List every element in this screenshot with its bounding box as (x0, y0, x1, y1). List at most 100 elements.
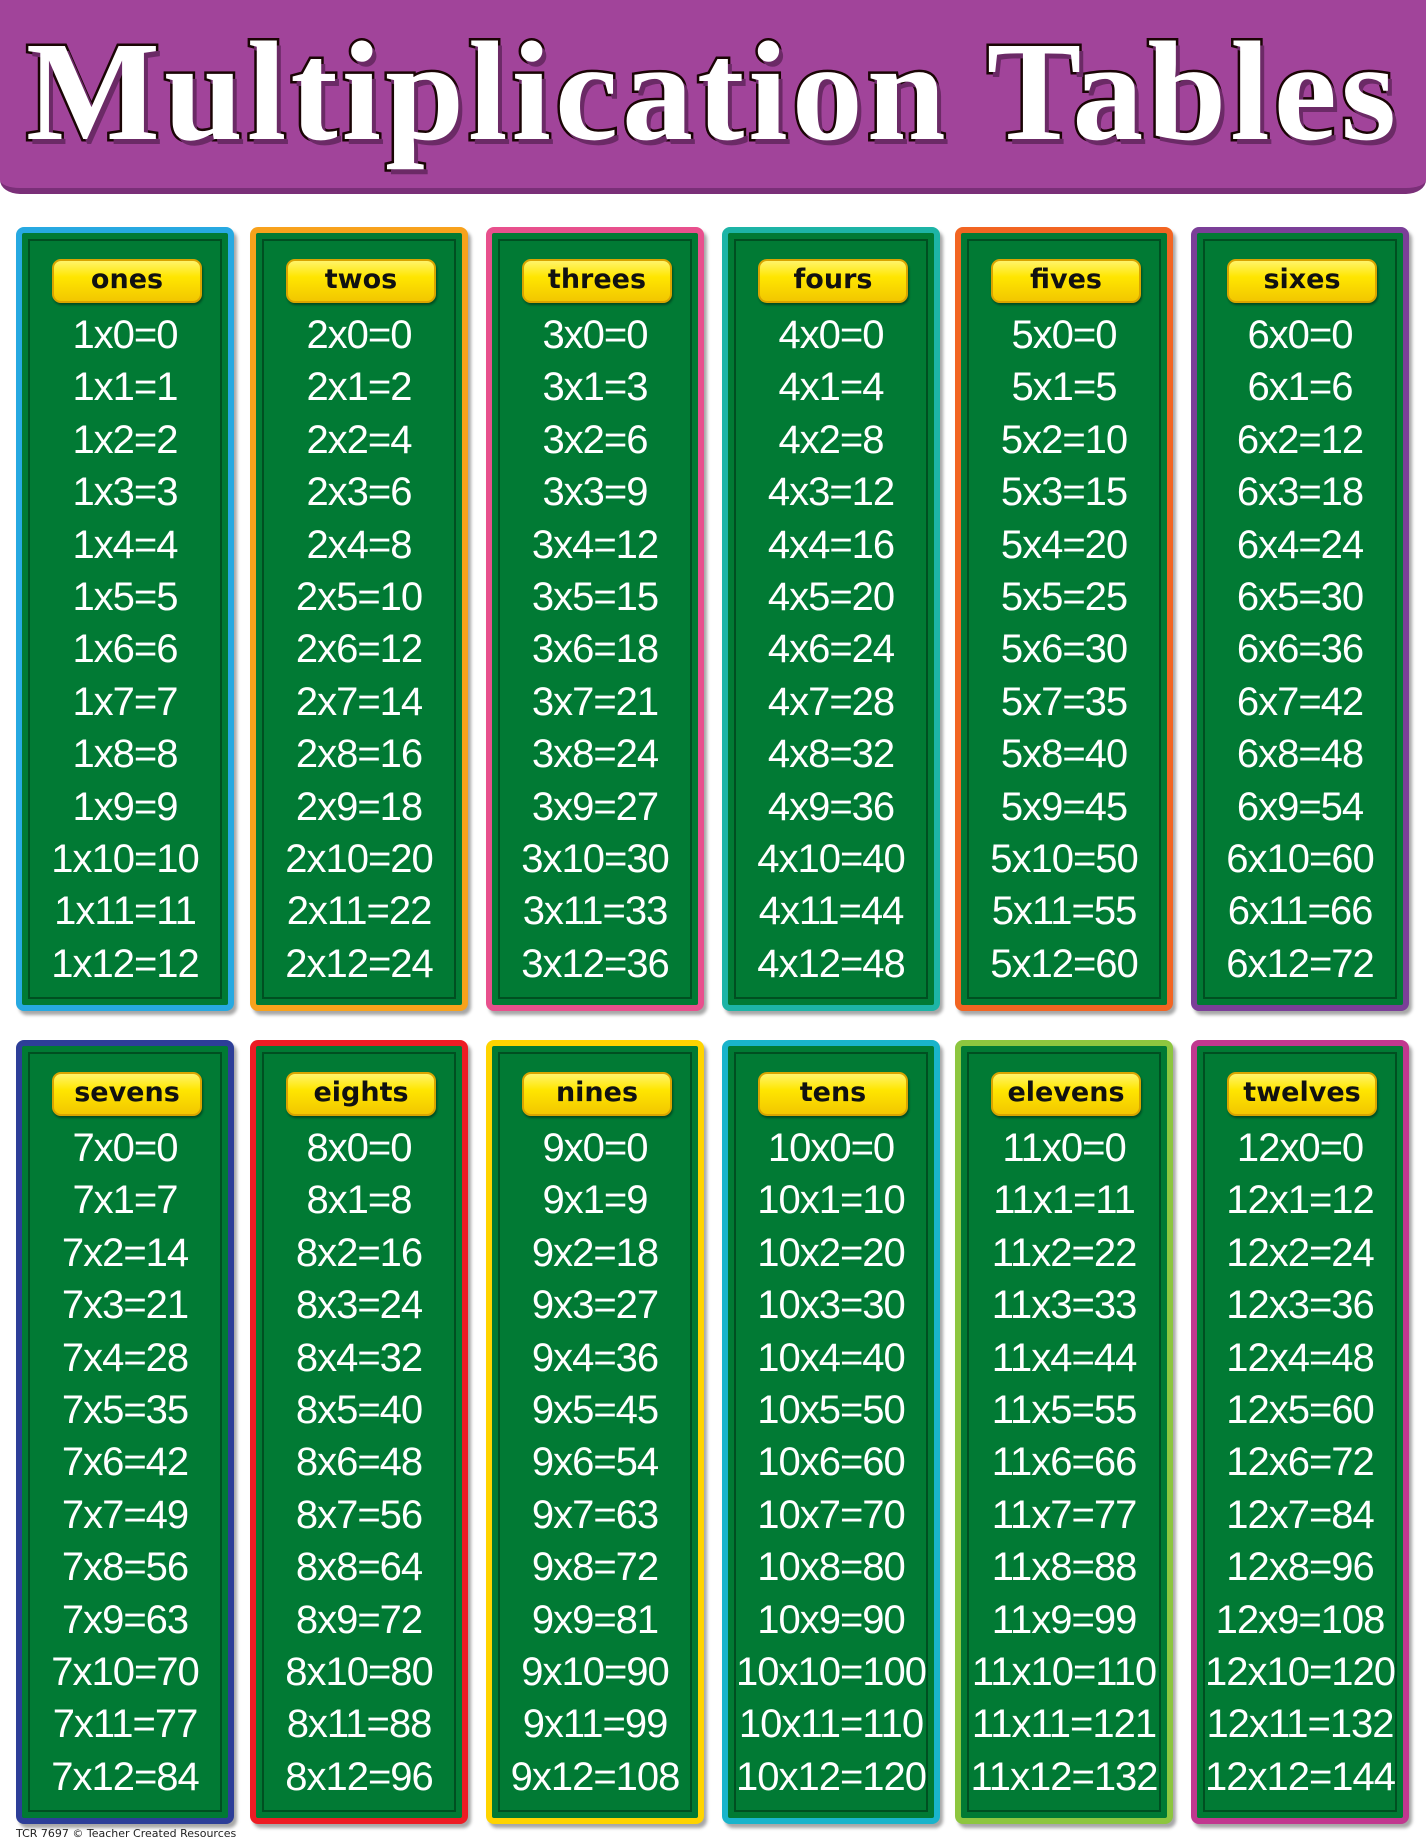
equation: 9x11=99 (522, 1702, 669, 1747)
equation: 12x1=12 (1226, 1178, 1375, 1223)
equation: 4x2=8 (778, 417, 884, 462)
equation: 3x10=30 (521, 836, 670, 881)
table-label: ones (52, 259, 202, 303)
equation: 4x5=20 (767, 574, 895, 619)
equation: 3x12=36 (521, 941, 670, 986)
equation: 7x5=35 (61, 1387, 189, 1432)
equation: 11x9=99 (991, 1597, 1138, 1642)
equation: 3x6=18 (531, 627, 659, 672)
table-card-twelves: twelves 12x0=0 12x1=12 12x2=24 12x3=36 12x4=4… (1191, 1040, 1409, 1824)
equation: 6x8=48 (1236, 732, 1364, 777)
equation: 2x3=6 (306, 470, 412, 515)
equation: 3x8=24 (531, 732, 659, 777)
equation: 3x11=33 (522, 889, 669, 934)
board-inner-frame (734, 239, 928, 999)
table-card-ones: ones 1x0=0 1x1=1 1x2=2 1x3=3 1x4=4 1x5=5 1x6=6 1… (16, 227, 234, 1011)
equation: 7x10=70 (51, 1649, 200, 1694)
equation: 3x1=3 (542, 365, 648, 410)
equation: 2x11=22 (286, 889, 433, 934)
equation: 3x2=6 (542, 417, 648, 462)
table-label: tens (758, 1072, 908, 1116)
equation: 6x10=60 (1226, 836, 1375, 881)
equation: 7x0=0 (72, 1126, 178, 1170)
equation: 1x7=7 (72, 679, 178, 724)
table-card-twos: twos 2x0=0 2x1=2 2x2=4 2x3=6 2x4=8 2x5=10 2x6=1… (250, 227, 468, 1011)
equation: 11x1=11 (993, 1178, 1136, 1223)
equation: 5x2=10 (1000, 417, 1128, 462)
table-label: twos (286, 259, 436, 303)
equation: 9x9=81 (531, 1597, 659, 1642)
equation: 6x12=72 (1226, 941, 1375, 986)
equation: 7x3=21 (61, 1283, 189, 1328)
equation: 7x8=56 (61, 1545, 189, 1590)
equation: 11x10=110 (971, 1649, 1157, 1694)
equation: 8x6=48 (295, 1440, 423, 1485)
equation: 12x7=84 (1226, 1492, 1375, 1537)
equation: 10x4=40 (757, 1335, 906, 1380)
equation: 9x5=45 (531, 1387, 659, 1432)
board-inner-frame (498, 1052, 692, 1812)
equation-list: 5x0=0 5x1=5 5x2=10 5x3=15 5x4=20 5x5=25 5x6=30… (961, 309, 1167, 990)
equation: 10x9=90 (757, 1597, 906, 1642)
equation-list: 6x0=0 6x1=6 6x2=12 6x3=18 6x4=24 6x5=30 6x6=36… (1197, 309, 1403, 990)
table-label: fours (758, 259, 908, 303)
board-inner-frame (262, 239, 456, 999)
equation: 8x8=64 (295, 1545, 423, 1590)
table-card-fours: fours 4x0=0 4x1=4 4x2=8 4x3=12 4x4=16 4x5=20 4x… (722, 227, 940, 1011)
equation: 2x9=18 (295, 784, 423, 829)
equation: 9x1=9 (542, 1178, 648, 1223)
equation: 5x5=25 (1000, 574, 1128, 619)
equation: 6x3=18 (1236, 470, 1364, 515)
title-banner: Multiplication Tables (0, 0, 1426, 194)
board-inner-frame (1203, 239, 1397, 999)
equation: 11x2=22 (991, 1230, 1138, 1275)
equation-list: 9x0=0 9x1=9 9x2=18 9x3=27 9x4=36 9x5=45 9x6=54… (492, 1122, 698, 1803)
equation: 9x4=36 (531, 1335, 659, 1380)
equation: 12x10=120 (1204, 1649, 1396, 1694)
equation: 9x8=72 (531, 1545, 659, 1590)
equation: 3x4=12 (531, 522, 659, 567)
page-title: Multiplication Tables (23, 10, 1401, 173)
equation: 6x7=42 (1236, 679, 1364, 724)
equation: 10x10=100 (735, 1649, 927, 1694)
equation: 11x0=0 (1002, 1126, 1126, 1170)
equation: 1x10=10 (51, 836, 200, 881)
equation: 11x4=44 (991, 1335, 1138, 1380)
equation: 7x2=14 (61, 1230, 189, 1275)
equation: 1x8=8 (72, 732, 178, 777)
equation-list: 2x0=0 2x1=2 2x2=4 2x3=6 2x4=8 2x5=10 2x6=12 2x7… (256, 309, 462, 990)
equation: 11x7=77 (991, 1492, 1138, 1537)
equation: 2x12=24 (285, 941, 434, 986)
table-card-elevens: elevens 11x0=0 11x1=11 11x2=22 11x3=33 11x4=4… (955, 1040, 1173, 1824)
equation: 5x8=40 (1000, 732, 1128, 777)
equation: 12x12=144 (1204, 1754, 1396, 1799)
equation: 10x6=60 (757, 1440, 906, 1485)
equation: 5x10=50 (990, 836, 1139, 881)
equation: 4x9=36 (767, 784, 895, 829)
table-card-threes: threes 3x0=0 3x1=3 3x2=6 3x3=9 3x4=12 3x5=15 3x… (486, 227, 704, 1011)
equation: 5x9=45 (1000, 784, 1128, 829)
equation-list: 10x0=0 10x1=10 10x2=20 10x3=30 10x4=40 10x5=5… (728, 1122, 934, 1803)
equation: 9x12=108 (510, 1754, 681, 1799)
equation-list: 8x0=0 8x1=8 8x2=16 8x3=24 8x4=32 8x5=40 8x6=48… (256, 1122, 462, 1803)
equation: 6x6=36 (1236, 627, 1364, 672)
equation: 1x3=3 (72, 470, 178, 515)
equation: 2x10=20 (285, 836, 434, 881)
equation: 1x6=6 (72, 627, 178, 672)
equation: 12x4=48 (1226, 1335, 1375, 1380)
equation: 11x3=33 (991, 1283, 1138, 1328)
equation: 11x6=66 (991, 1440, 1138, 1485)
equation: 12x8=96 (1226, 1545, 1375, 1590)
equation-list: 11x0=0 11x1=11 11x2=22 11x3=33 11x4=44 11x5=5… (961, 1122, 1167, 1803)
equation: 1x5=5 (72, 574, 178, 619)
equation: 10x3=30 (757, 1283, 906, 1328)
equation: 6x0=0 (1247, 313, 1353, 357)
equation: 10x12=120 (735, 1754, 927, 1799)
board-inner-frame (967, 239, 1161, 999)
equation: 4x4=16 (767, 522, 895, 567)
equation: 7x12=84 (51, 1754, 200, 1799)
equation: 4x12=48 (757, 941, 906, 986)
equation: 2x0=0 (306, 313, 412, 357)
equation: 4x6=24 (767, 627, 895, 672)
equation: 2x5=10 (295, 574, 423, 619)
